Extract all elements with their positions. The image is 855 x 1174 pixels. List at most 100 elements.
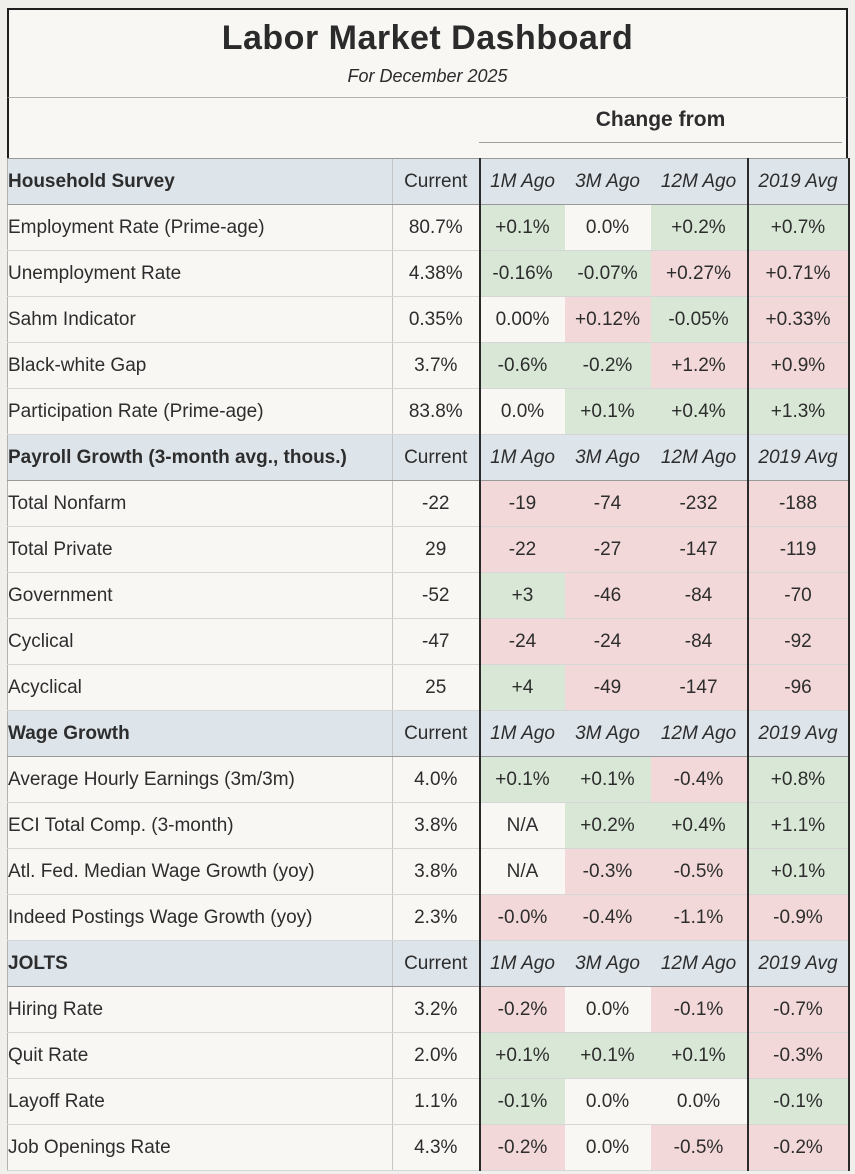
section-title: JOLTS — [7, 940, 393, 987]
change-cell-3m-ago: 0.0% — [564, 204, 651, 251]
change-cell-1m-ago: +0.1% — [479, 1032, 565, 1079]
column-header-1m-ago: 1M Ago — [479, 434, 565, 481]
change-cell-1m-ago: 0.00% — [479, 296, 565, 343]
row-label: Atl. Fed. Median Wage Growth (yoy) — [7, 848, 393, 895]
change-cell-2019-avg: +1.1% — [747, 802, 850, 849]
change-cell-1m-ago: -0.0% — [479, 894, 565, 941]
change-cell-3m-ago: -0.3% — [564, 848, 651, 895]
change-cell-2019-avg: +0.33% — [747, 296, 850, 343]
row-average-hourly-earnings-3m-3m: Average Hourly Earnings (3m/3m) 4.0% +0.1%… — [7, 756, 850, 803]
change-cell-12m-ago: -0.1% — [650, 986, 749, 1033]
row-atl-fed-median-wage-growth-yoy: Atl. Fed. Median Wage Growth (yoy) 3.8% N/… — [7, 848, 850, 895]
section-title: Household Survey — [7, 158, 393, 205]
current-value: -47 — [392, 618, 481, 665]
change-cell-3m-ago: 0.0% — [564, 1078, 651, 1125]
change-cell-2019-avg: -119 — [747, 526, 850, 573]
row-indeed-postings-wage-growth-yoy: Indeed Postings Wage Growth (yoy) 2.3% -0.… — [7, 894, 850, 941]
current-value: 3.8% — [392, 848, 481, 895]
section-title: Wage Growth — [7, 710, 393, 757]
change-cell-3m-ago: -46 — [564, 572, 651, 619]
row-job-openings-rate: Job Openings Rate 4.3% -0.2% 0.0% -0.5% -0.2% — [7, 1124, 850, 1171]
change-cell-3m-ago: +0.2% — [564, 802, 651, 849]
change-cell-12m-ago: +1.2% — [650, 342, 749, 389]
row-label: Unemployment Rate — [7, 250, 393, 297]
change-cell-1m-ago: -0.16% — [479, 250, 565, 297]
change-cell-12m-ago: 0.0% — [650, 1078, 749, 1125]
change-cell-12m-ago: -147 — [650, 526, 749, 573]
change-cell-3m-ago: -0.2% — [564, 342, 651, 389]
column-header-12m-ago: 12M Ago — [650, 940, 749, 987]
section-row-wage-growth: Wage Growth Current 1M Ago 3M Ago 12M Ago 201… — [7, 710, 850, 757]
column-header-1m-ago: 1M Ago — [479, 940, 565, 987]
column-header-3m-ago: 3M Ago — [564, 710, 651, 757]
change-cell-12m-ago: +0.4% — [650, 388, 749, 435]
page-subtitle: For December 2025 — [347, 66, 508, 86]
change-cell-12m-ago: +0.2% — [650, 204, 749, 251]
current-value: 3.7% — [392, 342, 481, 389]
change-cell-12m-ago: -232 — [650, 480, 749, 527]
change-cell-12m-ago: +0.4% — [650, 802, 749, 849]
change-cell-2019-avg: +0.1% — [747, 848, 850, 895]
row-hiring-rate: Hiring Rate 3.2% -0.2% 0.0% -0.1% -0.7% — [7, 986, 850, 1033]
change-cell-12m-ago: -84 — [650, 572, 749, 619]
row-eci-total-comp-3-month: ECI Total Comp. (3-month) 3.8% N/A +0.2% +0.… — [7, 802, 850, 849]
change-cell-2019-avg: -0.7% — [747, 986, 850, 1033]
row-label: ECI Total Comp. (3-month) — [7, 802, 393, 849]
current-value: -22 — [392, 480, 481, 527]
current-value: 1.1% — [392, 1078, 481, 1125]
change-from-band: Change from — [7, 98, 848, 158]
row-label: Hiring Rate — [7, 986, 393, 1033]
change-cell-2019-avg: -0.2% — [747, 1124, 850, 1171]
current-value: -52 — [392, 572, 481, 619]
dashboard-table-body: Household Survey Current 1M Ago 3M Ago 12M A… — [7, 158, 850, 1171]
column-header-2019-avg: 2019 Avg — [747, 158, 850, 205]
change-cell-2019-avg: -92 — [747, 618, 850, 665]
row-label: Layoff Rate — [7, 1078, 393, 1125]
current-value: 29 — [392, 526, 481, 573]
column-header-current: Current — [392, 434, 481, 481]
row-label: Indeed Postings Wage Growth (yoy) — [7, 894, 393, 941]
row-quit-rate: Quit Rate 2.0% +0.1% +0.1% +0.1% -0.3% — [7, 1032, 850, 1079]
row-label: Employment Rate (Prime-age) — [7, 204, 393, 251]
row-label: Participation Rate (Prime-age) — [7, 388, 393, 435]
row-black-white-gap: Black-white Gap 3.7% -0.6% -0.2% +1.2% +0.9% — [7, 342, 850, 389]
change-cell-1m-ago: -0.2% — [479, 986, 565, 1033]
row-label: Sahm Indicator — [7, 296, 393, 343]
section-row-jolts: JOLTS Current 1M Ago 3M Ago 12M Ago 2019 Avg — [7, 940, 850, 987]
column-header-current: Current — [392, 710, 481, 757]
row-participation-rate-prime-age: Participation Rate (Prime-age) 83.8% 0.0% +… — [7, 388, 850, 435]
current-value: 80.7% — [392, 204, 481, 251]
column-header-current: Current — [392, 940, 481, 987]
row-label: Government — [7, 572, 393, 619]
row-employment-rate-prime-age: Employment Rate (Prime-age) 80.7% +0.1% 0.0… — [7, 204, 850, 251]
column-header-current: Current — [392, 158, 481, 205]
row-label: Total Private — [7, 526, 393, 573]
change-cell-2019-avg: -0.1% — [747, 1078, 850, 1125]
change-cell-3m-ago: -27 — [564, 526, 651, 573]
column-header-3m-ago: 3M Ago — [564, 434, 651, 481]
current-value: 83.8% — [392, 388, 481, 435]
change-cell-12m-ago: -0.5% — [650, 848, 749, 895]
change-cell-2019-avg: +0.9% — [747, 342, 850, 389]
change-cell-1m-ago: -0.1% — [479, 1078, 565, 1125]
row-government: Government -52 +3 -46 -84 -70 — [7, 572, 850, 619]
change-cell-1m-ago: N/A — [479, 802, 565, 849]
change-cell-1m-ago: -19 — [479, 480, 565, 527]
column-header-2019-avg: 2019 Avg — [747, 710, 850, 757]
dashboard-table: Household Survey Current 1M Ago 3M Ago 12M A… — [7, 158, 850, 1171]
row-acyclical: Acyclical 25 +4 -49 -147 -96 — [7, 664, 850, 711]
change-cell-2019-avg: +1.3% — [747, 388, 850, 435]
change-cell-3m-ago: +0.1% — [564, 1032, 651, 1079]
change-cell-3m-ago: 0.0% — [564, 1124, 651, 1171]
change-cell-2019-avg: +0.7% — [747, 204, 850, 251]
change-cell-3m-ago: +0.1% — [564, 756, 651, 803]
column-header-3m-ago: 3M Ago — [564, 940, 651, 987]
column-header-1m-ago: 1M Ago — [479, 158, 565, 205]
change-cell-1m-ago: -0.2% — [479, 1124, 565, 1171]
current-value: 4.38% — [392, 250, 481, 297]
dashboard-header: Labor Market Dashboard For December 2025 — [7, 8, 848, 98]
change-cell-12m-ago: -84 — [650, 618, 749, 665]
row-total-nonfarm: Total Nonfarm -22 -19 -74 -232 -188 — [7, 480, 850, 527]
change-cell-3m-ago: +0.1% — [564, 388, 651, 435]
current-value: 4.3% — [392, 1124, 481, 1171]
